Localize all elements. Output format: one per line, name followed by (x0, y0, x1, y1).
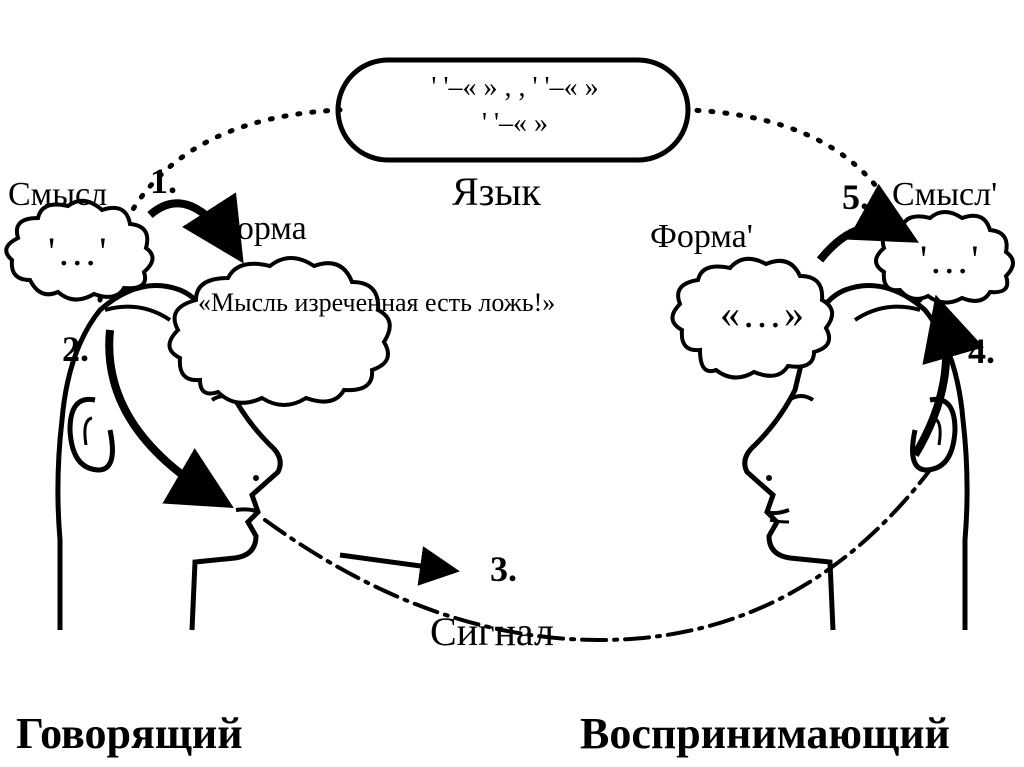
step-5-label: 5. (842, 176, 869, 218)
receiver-meaning-content: '…' (920, 236, 980, 283)
receiver-role-label: Воспринимающий (580, 708, 950, 759)
speaker-meaning-content: '…' (48, 228, 108, 275)
language-box-line2: ' '–« » (360, 108, 670, 140)
speaker-form-content: «Мысль изреченная есть ложь!» (198, 288, 378, 318)
speaker-form-cloud (169, 258, 389, 405)
language-label: Язык (452, 168, 541, 215)
receiver-meaning-label: Смысл' (892, 176, 997, 214)
speaker-form-label: Форма (210, 210, 307, 248)
language-box-line1: ' '–« » , , ' '–« » (360, 72, 670, 104)
arrow-step-3 (340, 555, 450, 570)
speaker-role-label: Говорящий (16, 708, 243, 759)
receiver-form-content: «…» (720, 290, 806, 337)
step-2-label: 2. (62, 328, 89, 370)
signal-label: Сигнал (430, 608, 554, 655)
step-3-label: 3. (490, 548, 517, 590)
step-1-label: 1. (150, 160, 177, 202)
receiver-form-label: Форма' (650, 218, 753, 256)
step-4-label: 4. (968, 330, 995, 372)
speaker-meaning-label: Смысл (8, 176, 107, 214)
